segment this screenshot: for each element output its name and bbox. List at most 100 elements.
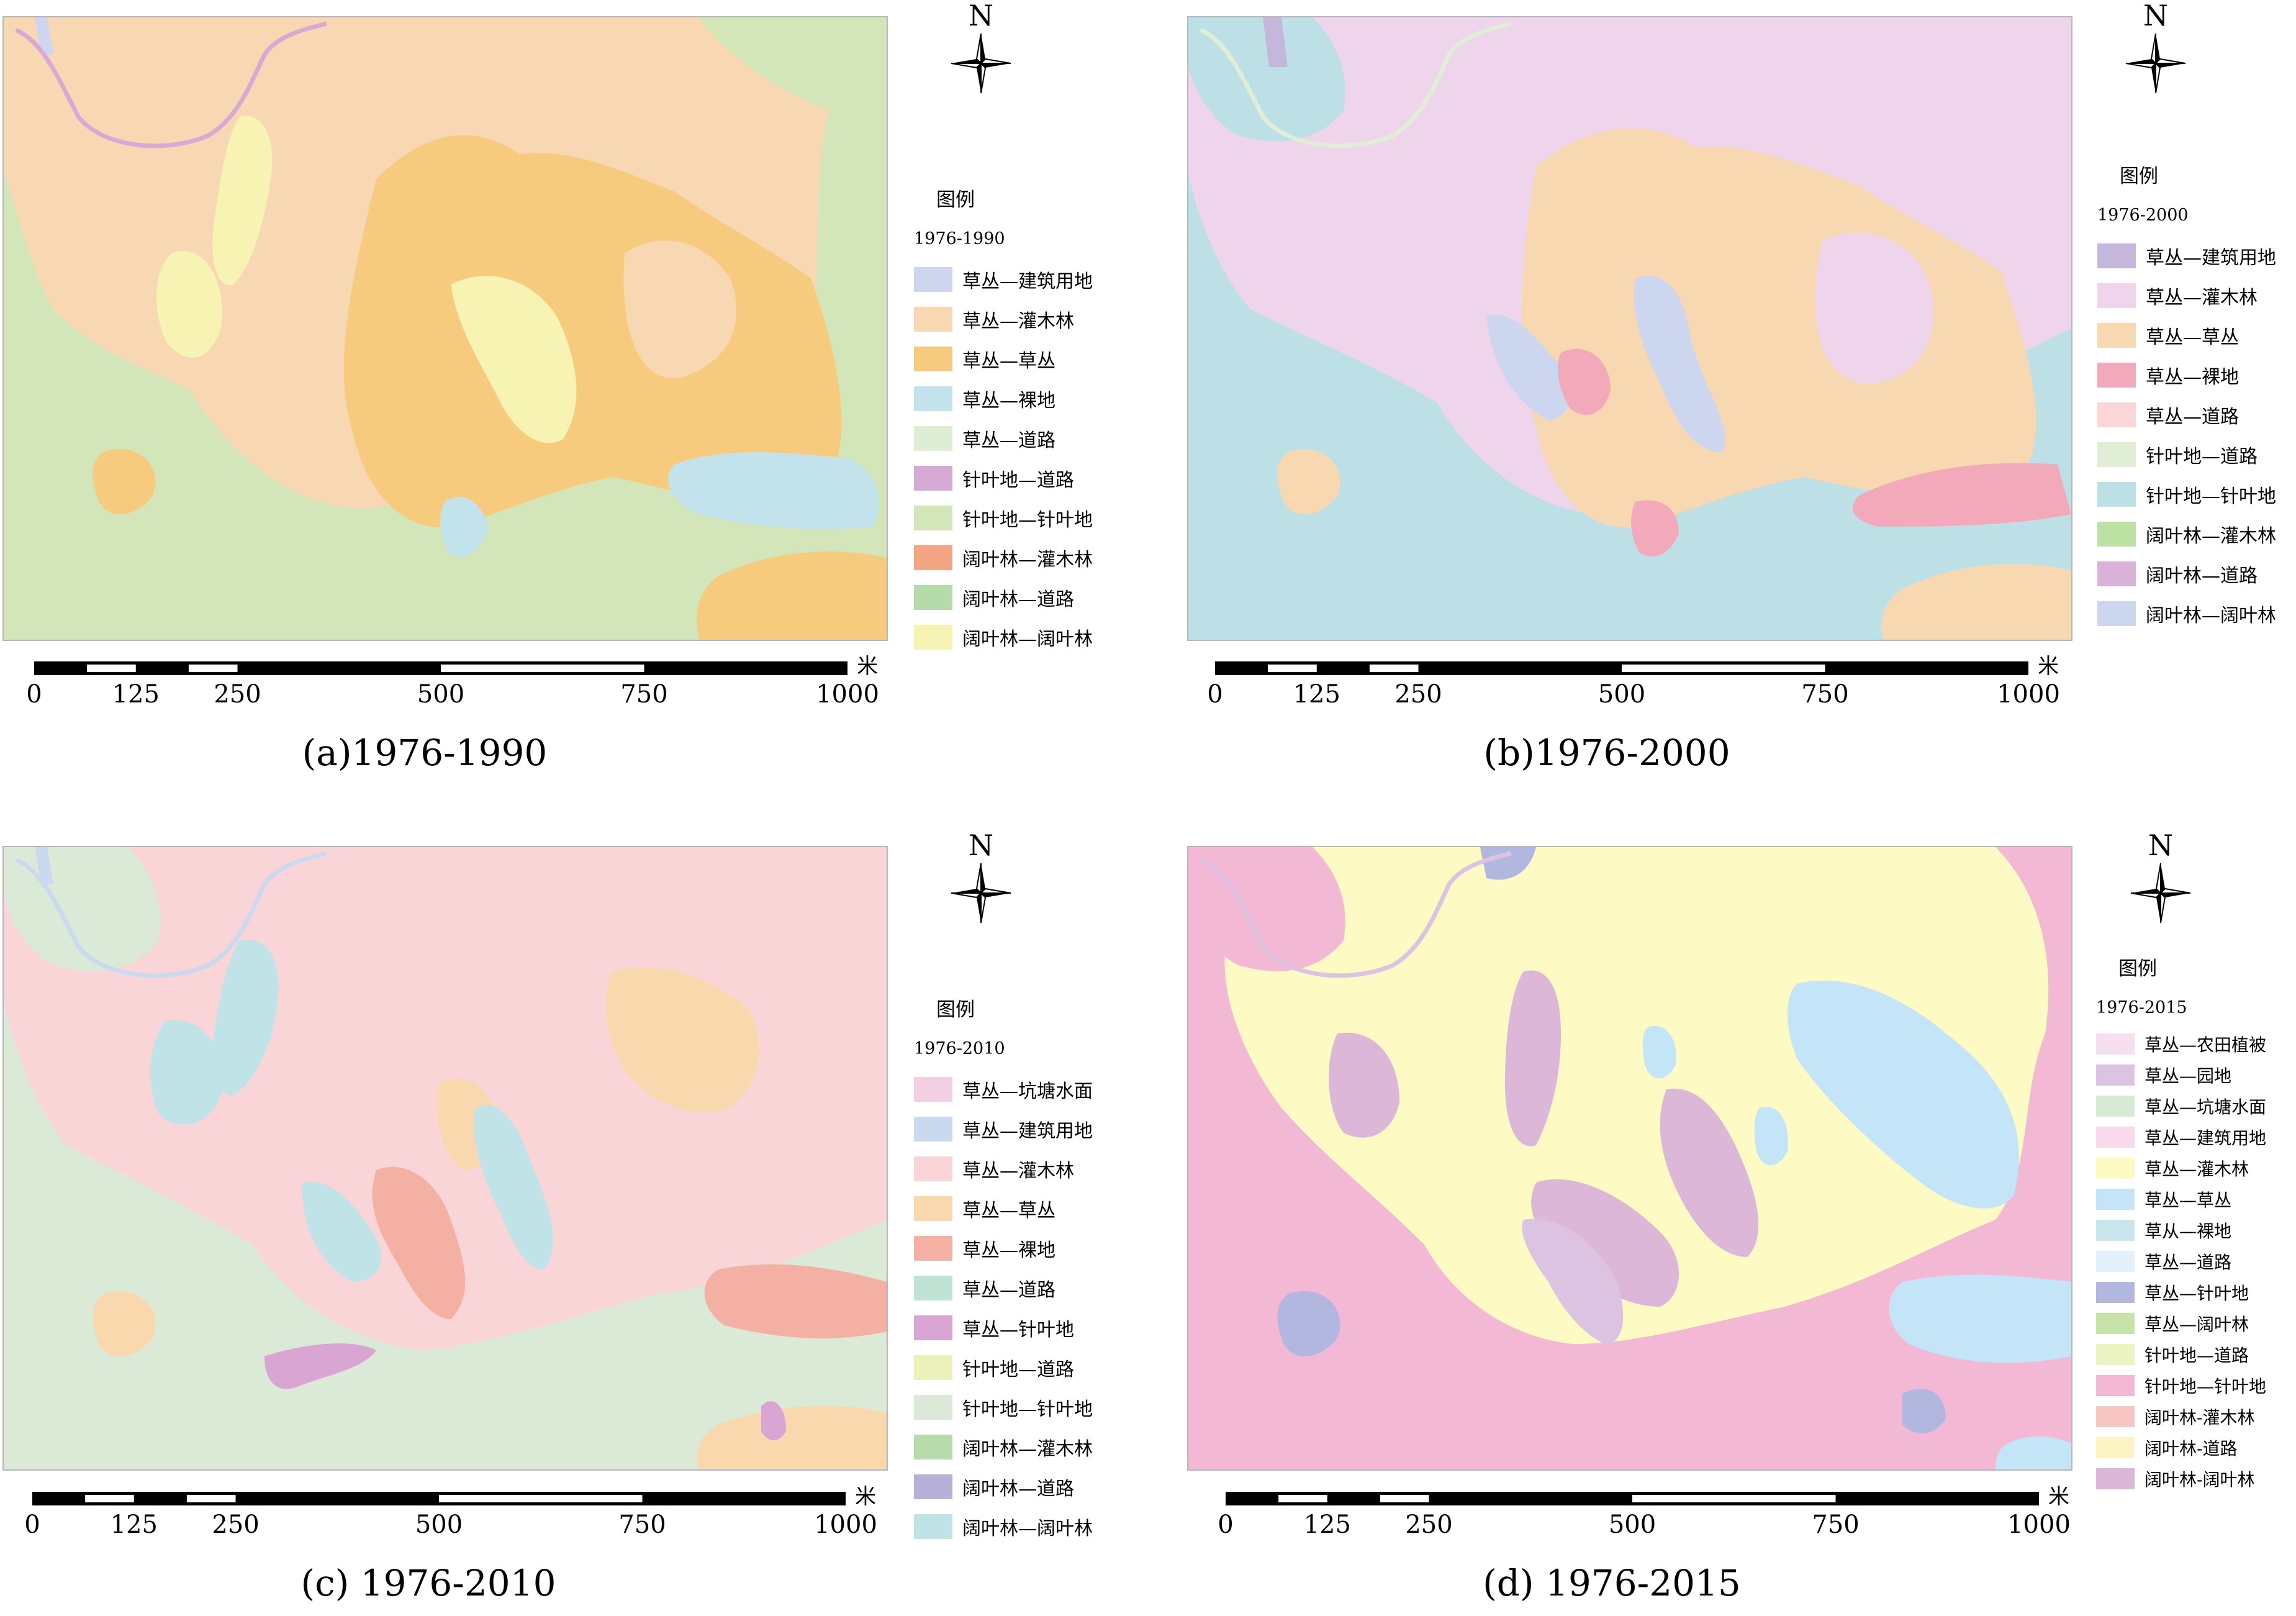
- scale-tick-label: 0: [1218, 1510, 1234, 1539]
- legend-label: 草丛—裸地: [962, 1240, 1055, 1261]
- legend-swatch: [2097, 363, 2136, 388]
- map-region: [1558, 348, 1611, 415]
- legend-label: 草丛—针叶地: [2145, 1283, 2249, 1304]
- legend-label: 草丛—裸地: [2146, 366, 2239, 388]
- scale-bar-graphic: [1226, 1492, 2039, 1505]
- legend-c: 图例 1976-2010 草丛—坑塘水面 草丛—建筑用地 草丛—灌木林 草丛—草丛 草丛…: [914, 994, 1093, 1546]
- legend-label: 针叶地—道路: [2146, 446, 2258, 468]
- legend-swatch: [914, 545, 952, 570]
- scale-bar-segment: [439, 1495, 643, 1502]
- legend-item: 草丛—园地: [2096, 1060, 2266, 1091]
- map-region: [35, 847, 53, 884]
- scale-bar-b: 0 125 250 500 750 1000 米: [1207, 654, 2060, 709]
- map-region: [302, 1181, 381, 1282]
- scale-tick-label: 500: [1598, 680, 1646, 709]
- legend-label: 草丛—坑塘水面: [2145, 1097, 2267, 1117]
- map-region: [761, 1401, 786, 1440]
- legend-title: 图例: [2120, 165, 2158, 188]
- legend-item: 草丛—草丛: [914, 339, 1093, 379]
- legend-swatch: [2096, 1344, 2135, 1365]
- legend-label: 阔叶林-阔叶林: [2145, 1469, 2255, 1490]
- legend-item: 针叶地—道路: [914, 1348, 1093, 1387]
- legend-swatch: [2096, 1251, 2135, 1272]
- legend-label: 草丛—针叶地: [962, 1319, 1074, 1341]
- legend-swatch: [914, 386, 952, 411]
- legend-label: 针叶地—针叶地: [962, 509, 1093, 531]
- legend-label: 草丛—草丛: [962, 350, 1055, 372]
- scale-bar-segment: [1380, 1495, 1429, 1502]
- map-region: [156, 251, 222, 358]
- north-label: N: [968, 828, 994, 862]
- scale-tick-label: 1000: [2007, 1510, 2071, 1539]
- legend-swatch: [2096, 1189, 2135, 1210]
- legend-swatch: [914, 1514, 952, 1539]
- legend-item: 草丛—裸地: [914, 1228, 1093, 1268]
- legend-swatch: [914, 426, 952, 451]
- map-region: [474, 1105, 553, 1269]
- compass-icon: [951, 33, 1011, 94]
- legend-title: 图例: [2118, 958, 2157, 980]
- scale-tick-label: 0: [1207, 680, 1223, 709]
- map-region: [1642, 1026, 1676, 1079]
- legend-label: 草丛—建筑用地: [2145, 1128, 2267, 1148]
- legend-label: 草丛—建筑用地: [2146, 247, 2276, 269]
- legend-label: 草丛—灌木林: [962, 311, 1074, 332]
- map-region: [1995, 1436, 2071, 1469]
- map-region: [1486, 314, 1572, 421]
- map-region: [212, 116, 273, 286]
- legend-label: 草丛—灌木林: [962, 1160, 1074, 1182]
- caption-c: (c) 1976-2010: [301, 1562, 556, 1604]
- legend-item: 草丛—草丛: [2096, 1184, 2266, 1215]
- legend-label: 阔叶林—阔叶林: [2146, 605, 2276, 627]
- legend-item: 草丛—灌木林: [2096, 1153, 2266, 1184]
- map-region: [35, 17, 53, 55]
- legend-swatch: [914, 1117, 952, 1142]
- map-region: [93, 1291, 156, 1356]
- legend-item: 草丛—建筑用地: [914, 1109, 1093, 1149]
- scale-unit: 米: [2038, 654, 2059, 679]
- scale-bar-segment: [1278, 1495, 1327, 1502]
- legend-item: 阔叶林—灌木林: [914, 1427, 1093, 1467]
- map-region: [1660, 1088, 1759, 1257]
- scale-bar-c: 0 125 250 500 750 1000 米: [24, 1484, 877, 1539]
- legend-item: 草丛—农田植被: [2096, 1028, 2266, 1060]
- north-label: N: [2148, 828, 2174, 862]
- legend-label: 针叶地—道路: [2145, 1345, 2249, 1366]
- map-region: [451, 276, 577, 443]
- scale-tick-label: 250: [1405, 1510, 1453, 1539]
- legend-swatch: [2096, 1406, 2135, 1427]
- legend-swatch: [2097, 323, 2136, 348]
- legend-item: 草丛—针叶地: [914, 1308, 1093, 1348]
- scale-bar-segment: [85, 1495, 134, 1502]
- map-region: [212, 939, 279, 1096]
- scale-bar-segment: [1369, 665, 1419, 672]
- legend-label: 针叶地—道路: [962, 470, 1074, 491]
- map-region: [372, 1166, 466, 1319]
- legend-swatch: [2097, 522, 2136, 547]
- scale-tick-label: 250: [1394, 680, 1442, 709]
- north-label: N: [2143, 0, 2169, 32]
- map-a-svg: [4, 17, 887, 640]
- legend-swatch: [2097, 402, 2136, 427]
- legend-period: 1976-1990: [914, 229, 1005, 248]
- legend-swatch: [914, 307, 952, 332]
- legend-item: 草丛—灌木林: [2097, 276, 2276, 315]
- map-region: [1505, 970, 1561, 1146]
- legend-item: 草丛—草丛: [914, 1189, 1093, 1228]
- scale-unit: 米: [855, 1484, 876, 1509]
- legend-item: 草丛—道路: [914, 1268, 1093, 1308]
- map-region: [1480, 847, 1536, 880]
- legend-label: 阔叶林—道路: [2146, 565, 2258, 587]
- legend-item: 草丛—道路: [2097, 395, 2276, 435]
- scale-tick-label: 500: [417, 680, 465, 709]
- legend-item: 阔叶林—阔叶林: [2097, 594, 2276, 633]
- legend-title: 图例: [936, 189, 975, 211]
- compass-icon: [2125, 33, 2186, 94]
- legend-label: 草丛—道路: [2146, 406, 2239, 428]
- map-a: [2, 16, 888, 641]
- legend-swatch: [2097, 601, 2136, 626]
- legend-item: 草丛—裸地: [914, 379, 1093, 419]
- legend-swatch: [2097, 442, 2136, 467]
- scale-bar-segment: [1268, 665, 1317, 672]
- map-region: [1263, 17, 1288, 67]
